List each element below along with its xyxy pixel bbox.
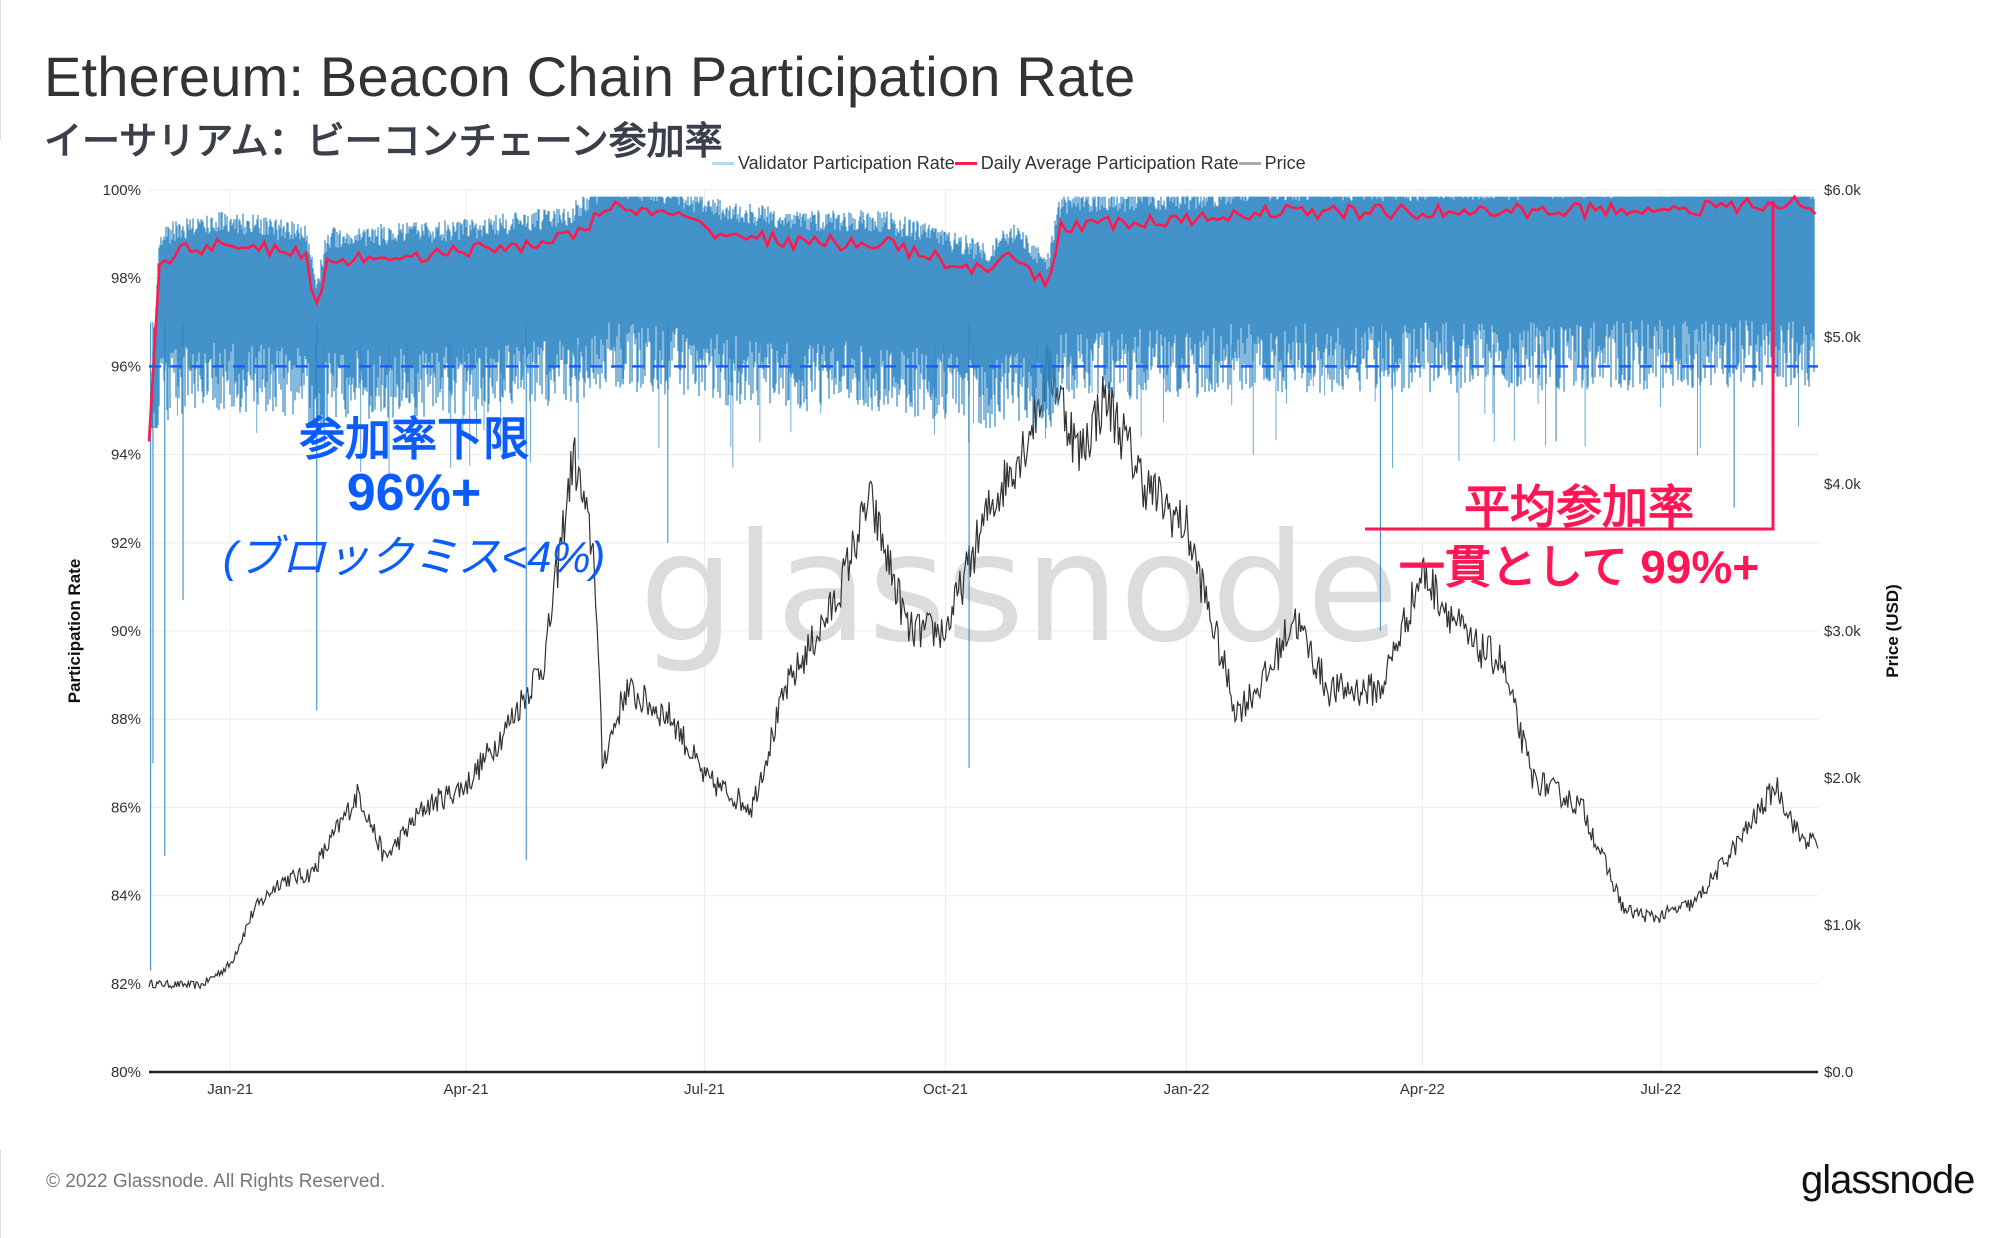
y2-tick-label: $2.0k (1824, 770, 1861, 787)
legend-item-validator[interactable]: Validator Participation Rate (712, 153, 955, 174)
y2-tick-label: $3.0k (1824, 623, 1861, 640)
frame-border (0, 1150, 1, 1238)
legend-label: Daily Average Participation Rate (980, 153, 1239, 173)
legend-item-daily-average[interactable]: Daily Average Participation Rate (954, 153, 1239, 174)
y2-tick-label: $1.0k (1824, 917, 1861, 934)
y-tick-label: 88% (111, 711, 141, 728)
y-tick-label: 98% (111, 270, 141, 287)
y-tick-label: 84% (111, 888, 141, 905)
y-axis-title: Participation Rate (65, 559, 84, 704)
validator-range (150, 196, 1815, 429)
price-series (148, 345, 1819, 990)
y2-tick-label: $0.0 (1824, 1064, 1853, 1081)
x-tick-label: Jul-22 (1640, 1081, 1681, 1098)
y-tick-label: 94% (111, 447, 141, 464)
y-tick-label: 82% (111, 976, 141, 993)
chart-title: Ethereum: Beacon Chain Participation Rat… (44, 45, 1136, 108)
average-value: 一貫として 99%+ (1398, 541, 1760, 593)
y-tick-label: 86% (111, 799, 141, 816)
y-tick-label: 92% (111, 535, 141, 552)
y2-axis-title: Price (USD) (1883, 584, 1902, 678)
legend-item-price[interactable]: Price (1238, 153, 1306, 174)
x-tick-label: Jul-21 (684, 1081, 725, 1098)
y2-tick-label: $5.0k (1824, 329, 1861, 346)
x-tick-label: Apr-21 (444, 1081, 489, 1098)
y2-tick-label: $6.0k (1824, 182, 1861, 199)
legend-label: Validator Participation Rate (738, 153, 955, 173)
average-title: 平均参加率 (1464, 481, 1694, 533)
average-bracket (1365, 201, 1775, 531)
y-tick-label: 90% (111, 623, 141, 640)
price-line (148, 345, 1819, 990)
legend: Validator Participation Rate Daily Avera… (712, 153, 1306, 174)
x-tick-label: Oct-21 (923, 1081, 968, 1098)
x-tick-label: Jan-21 (207, 1081, 253, 1098)
daily-average-line (147, 194, 1817, 442)
y-tick-label: 80% (111, 1064, 141, 1081)
legend-swatch (1238, 162, 1261, 165)
legend-swatch (954, 162, 977, 165)
axis-ticks: 80% 82% 84% 86% 88% 90% 92% 94% 96% 98% 100% $0.0 $1… (103, 182, 1862, 1098)
y-tick-label: 100% (103, 182, 141, 199)
chart-subtitle-jp: イーサリアム：ビーコンチェーン参加率 (44, 119, 723, 163)
legend-swatch (712, 162, 734, 165)
y2-tick-label: $4.0k (1824, 476, 1861, 493)
x-tick-label: Apr-22 (1400, 1081, 1445, 1098)
legend-label: Price (1264, 153, 1306, 173)
frame-border (0, 0, 1, 140)
watermark: glassnode (639, 502, 1398, 676)
lower-bound-title: 参加率下限 (299, 413, 529, 465)
y-tick-label: 96% (111, 358, 141, 375)
copyright: © 2022 Glassnode. All Rights Reserved. (46, 1171, 386, 1192)
daily-average-series (147, 194, 1817, 442)
lower-bound-value: 96%+ (346, 464, 482, 522)
glassnode-logo: glassnode (1801, 1158, 1975, 1202)
lower-bound-note: (ブロックミス<4%) (222, 533, 606, 582)
x-tick-label: Jan-22 (1164, 1081, 1210, 1098)
